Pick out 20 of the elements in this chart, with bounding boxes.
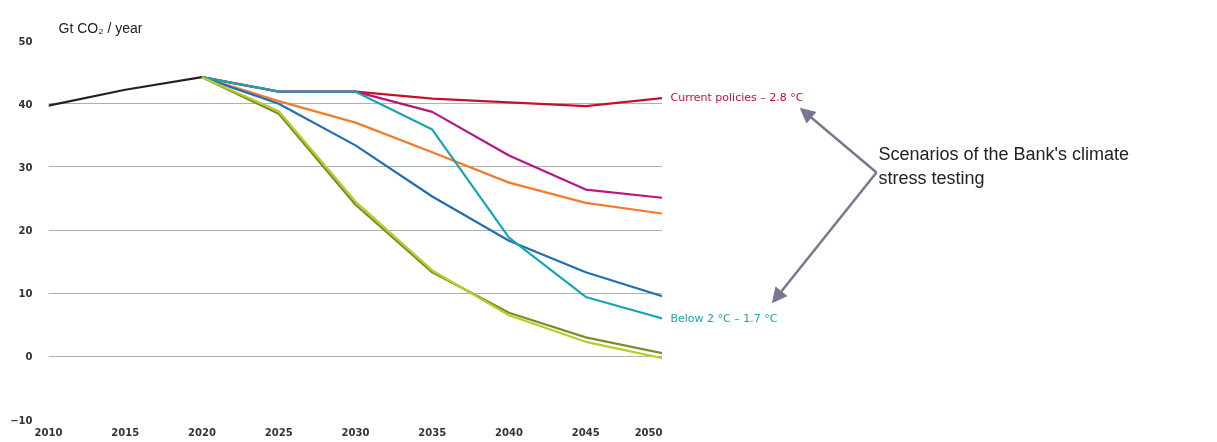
y-tick-label: −10 [10,414,33,426]
x-tick-label: 2050 [634,426,663,438]
y-tick-label: 50 [18,35,33,47]
y-axis-title: Gt CO₂ / year [58,19,143,36]
x-tick-label: 2040 [495,426,523,438]
x-tick-label: 2010 [34,426,63,438]
x-tick-label: 2030 [341,426,370,438]
x-tick-label: 2020 [188,426,216,438]
y-tick-label: 40 [18,98,33,110]
x-tick-label: 2015 [111,426,140,438]
series-label: Below 2 °C – 1.7 °C [670,311,778,325]
y-tick-label: 0 [25,351,33,363]
x-tick-label: 2025 [264,426,293,438]
text: Scenarios of the Bank's climate stress testing [878,143,1130,188]
x-tick-label: 2035 [418,426,447,438]
x-tick-label: 2045 [571,426,600,438]
series-label: Current policies – 2.8 °C [670,91,804,105]
y-tick-label: 10 [18,288,33,300]
y-tick-label: 20 [18,225,33,236]
y-tick-label: 30 [18,161,33,173]
